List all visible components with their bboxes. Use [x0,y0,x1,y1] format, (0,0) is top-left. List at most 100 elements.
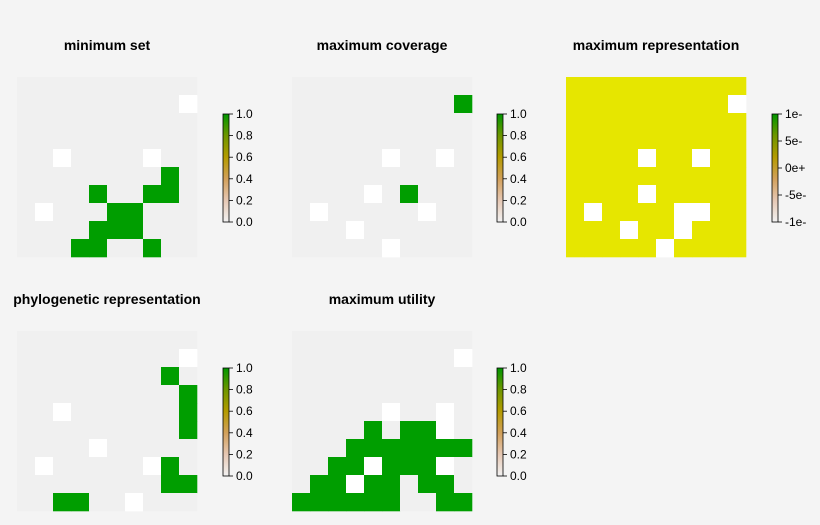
heatmap-cell [436,385,455,404]
heatmap-cell [436,457,455,476]
heatmap-cell [89,331,108,350]
heatmap-cell [346,457,365,476]
heatmap-cell [692,185,711,204]
heatmap-cell [161,331,180,350]
heatmap-cell [53,149,72,168]
heatmap-cell [125,493,144,512]
heatmap-cell [364,203,383,222]
panel-title: maximum representation [573,37,740,53]
legend-color-bar [222,113,230,223]
heatmap-cell [143,439,162,458]
heatmap-cell [382,385,401,404]
heatmap-cell [436,185,455,204]
heatmap-cell [53,439,72,458]
heatmap-cell [179,475,198,494]
heatmap-cell [692,95,711,114]
heatmap-cell [179,167,198,186]
color-legend: 0.0 0.2 0.4 0.6 0.8 1.0 [222,361,253,483]
heatmap-cell [346,239,365,258]
heatmap-cell [436,367,455,386]
heatmap-cell [107,77,126,96]
heatmap-cell [638,167,657,186]
heatmap-cell [71,113,90,132]
heatmap-cell [346,95,365,114]
heatmap-cell [292,421,311,440]
heatmap-cell [161,367,180,386]
heatmap-cell [656,239,675,258]
heatmap-cell [107,203,126,222]
heatmap-cell [436,149,455,168]
heatmap-cell [71,475,90,494]
heatmap-cell [310,239,329,258]
heatmap-cell [364,403,383,422]
heatmap-cell [656,77,675,96]
heatmap-cell [346,167,365,186]
heatmap-cell [364,221,383,240]
heatmap-cell [143,95,162,114]
heatmap-cell [638,203,657,222]
heatmap-cell [89,239,108,258]
legend-tick-label: 0.6 [510,150,527,164]
heatmap-cell [382,475,401,494]
heatmap-panel: maximum representation -1e- -5e- 0e+ 5e- 1e- [566,37,806,258]
heatmap-cell [161,475,180,494]
heatmap-cell [35,349,54,368]
heatmap-cell [71,239,90,258]
heatmap-cell [418,385,437,404]
heatmap-cell [71,349,90,368]
heatmap-cell [107,331,126,350]
heatmap-cell [454,131,473,150]
heatmap-cell [161,439,180,458]
heatmap-cell [656,221,675,240]
heatmap-cell [17,149,36,168]
legend-tick-label: 0.4 [510,172,527,186]
heatmap-cell [310,149,329,168]
heatmap-cell [310,167,329,186]
heatmap-cell [310,439,329,458]
heatmap-cell [674,77,693,96]
heatmap-cell [179,77,198,96]
heatmap-cell [436,349,455,368]
heatmap-cell [107,149,126,168]
heatmap-cell [179,221,198,240]
heatmap-cell [382,421,401,440]
heatmap-cell [89,167,108,186]
heatmap-cell [454,113,473,132]
heatmap-cell [161,457,180,476]
heatmap-cell [566,239,585,258]
heatmap-cell [53,185,72,204]
heatmap-cell [292,149,311,168]
heatmap-cell [436,493,455,512]
heatmap-cell [292,385,311,404]
heatmap-cell [620,77,639,96]
heatmap-cell [400,95,419,114]
heatmap-cell [400,185,419,204]
heatmap-cell [418,439,437,458]
heatmap-cell [143,421,162,440]
heatmap-cell [35,239,54,258]
heatmap-cell [125,331,144,350]
heatmap-cell [107,131,126,150]
heatmap-cell [728,131,747,150]
heatmap-cell [728,77,747,96]
legend-tick-label: 0.4 [236,426,253,440]
heatmap-cell [292,367,311,386]
heatmap-cell [620,239,639,258]
heatmap-cell [328,203,347,222]
heatmap-cell [328,349,347,368]
heatmap-cell [454,239,473,258]
heatmap-cell [364,439,383,458]
heatmap-cell [125,349,144,368]
heatmap-cell [35,185,54,204]
heatmap-cell [584,77,603,96]
heatmap-cell [53,95,72,114]
heatmap-cell [382,367,401,386]
heatmap-cell [292,439,311,458]
heatmap-cell [53,475,72,494]
heatmap-cell [346,385,365,404]
heatmap-cell [71,457,90,476]
heatmap-cell [328,439,347,458]
heatmap-cell [292,331,311,350]
heatmap-cell [71,367,90,386]
heatmap-cell [161,131,180,150]
